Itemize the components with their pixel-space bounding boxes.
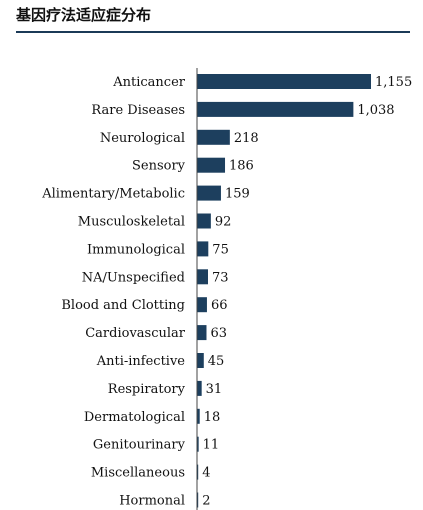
data-label-genitourinary: 11	[203, 438, 220, 453]
bar-dermatological	[197, 408, 200, 424]
title-underline	[16, 31, 410, 33]
data-label-cardiovascular: 63	[210, 326, 227, 341]
category-label-blood-and-clotting: Blood and Clotting	[61, 298, 185, 313]
category-label-immunological: Immunological	[87, 242, 185, 257]
bar-alimentary-metabolic	[197, 185, 221, 201]
bar-na-unspecified	[197, 269, 208, 285]
bars	[197, 74, 371, 508]
data-label-na-unspecified: 73	[212, 270, 229, 285]
bar-sensory	[197, 157, 226, 173]
data-label-musculoskeletal: 92	[215, 215, 232, 230]
category-label-anti-infective: Anti-infective	[96, 354, 186, 369]
data-label-hormonal: 2	[202, 494, 210, 509]
data-label-sensory: 186	[229, 159, 254, 174]
category-label-musculoskeletal: Musculoskeletal	[78, 215, 185, 230]
data-label-blood-and-clotting: 66	[211, 298, 228, 313]
category-label-hormonal: Hormonal	[119, 494, 185, 509]
category-label-genitourinary: Genitourinary	[93, 438, 186, 453]
bar-genitourinary	[197, 436, 199, 452]
category-labels: Anticancer Rare Diseases Neurological Senso…	[41, 75, 186, 509]
data-labels: 1,155 1,038 218 186 159 92 75 73 66 63 45 31 18 11 4 2	[202, 75, 412, 509]
category-label-neurological: Neurological	[100, 131, 185, 146]
category-label-dermatological: Dermatological	[84, 410, 185, 425]
bar-hormonal	[197, 492, 199, 508]
category-label-rare-diseases: Rare Diseases	[91, 103, 185, 118]
data-label-respiratory: 31	[206, 382, 223, 397]
data-label-anticancer: 1,155	[375, 75, 412, 90]
chart-title: 基因疗法适应症分布	[16, 6, 152, 24]
data-label-miscellaneous: 4	[202, 466, 210, 481]
category-label-cardiovascular: Cardiovascular	[85, 326, 186, 341]
data-label-rare-diseases: 1,038	[357, 103, 394, 118]
category-label-anticancer: Anticancer	[112, 75, 186, 90]
bar-respiratory	[197, 380, 202, 396]
bar-blood-and-clotting	[197, 297, 207, 313]
data-label-dermatological: 18	[204, 410, 221, 425]
category-label-miscellaneous: Miscellaneous	[91, 466, 185, 481]
bar-anticancer	[197, 74, 371, 89]
bar-anti-infective	[197, 353, 204, 368]
category-label-sensory: Sensory	[132, 159, 186, 174]
bar-neurological	[197, 129, 230, 145]
category-label-na-unspecified: NA/Unspecified	[82, 270, 185, 285]
data-label-immunological: 75	[212, 242, 229, 257]
data-label-neurological: 218	[234, 131, 259, 146]
category-label-alimentary-metabolic: Alimentary/Metabolic	[41, 187, 185, 202]
bar-rare-diseases	[197, 101, 354, 117]
data-label-anti-infective: 45	[208, 354, 225, 369]
category-label-respiratory: Respiratory	[108, 382, 186, 397]
data-label-alimentary-metabolic: 159	[225, 187, 250, 202]
bar-cardiovascular	[197, 325, 207, 341]
bar-miscellaneous	[197, 464, 199, 480]
bar-immunological	[197, 241, 209, 257]
bar-musculoskeletal	[197, 213, 211, 229]
